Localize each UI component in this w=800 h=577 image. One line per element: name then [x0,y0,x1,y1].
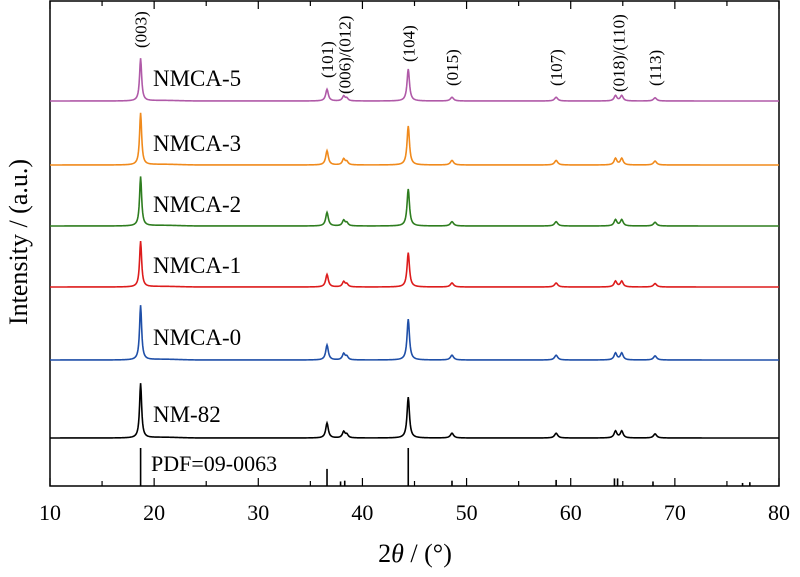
series-label: NM-82 [153,402,221,427]
series-layer [50,58,779,439]
hkl-label: (018)/(110) [610,14,629,92]
series-line-nmca-3 [50,112,779,166]
hkl-label: (113) [646,50,665,86]
x-tick-label: 30 [247,500,269,525]
x-tick-label: 40 [351,500,373,525]
reference-lines [139,448,751,486]
labels-layer: NMCA-5 NMCA-3 NMCA-2 NMCA-1 NMCA-0 NM-82 (003)… [132,11,665,427]
x-tick-label: 20 [143,500,165,525]
series-label: NMCA-3 [153,131,241,156]
series-label: NMCA-5 [153,66,241,91]
hkl-label: (101) [318,41,337,78]
hkl-label: (104) [399,25,418,62]
hkl-label: (015) [443,49,462,86]
series-line-nmca-1 [50,241,779,288]
x-ticks: 10 20 30 40 50 60 70 80 [39,1,790,525]
series-label: NMCA-0 [153,325,241,350]
x-axis-title: 2θ / (°) [378,539,452,568]
x-tick-label: 60 [560,500,582,525]
series-line-nmca-5 [50,58,779,102]
series-line-nm-82 [50,383,779,439]
hkl-label: (003) [132,11,151,48]
x-tick-label: 10 [39,500,61,525]
hkl-label: (006)/(012) [336,16,355,94]
x-tick-label: 80 [768,500,790,525]
x-tick-label: 70 [664,500,686,525]
reference-label: PDF=09-0063 [151,451,277,476]
hkl-label: (107) [547,49,566,86]
series-label: NMCA-2 [153,192,241,217]
y-axis-title: Intensity / (a.u.) [4,159,33,325]
series-line-nmca-2 [50,176,779,227]
series-line-nmca-0 [50,305,779,361]
series-label: NMCA-1 [153,253,241,278]
x-tick-label: 50 [456,500,478,525]
